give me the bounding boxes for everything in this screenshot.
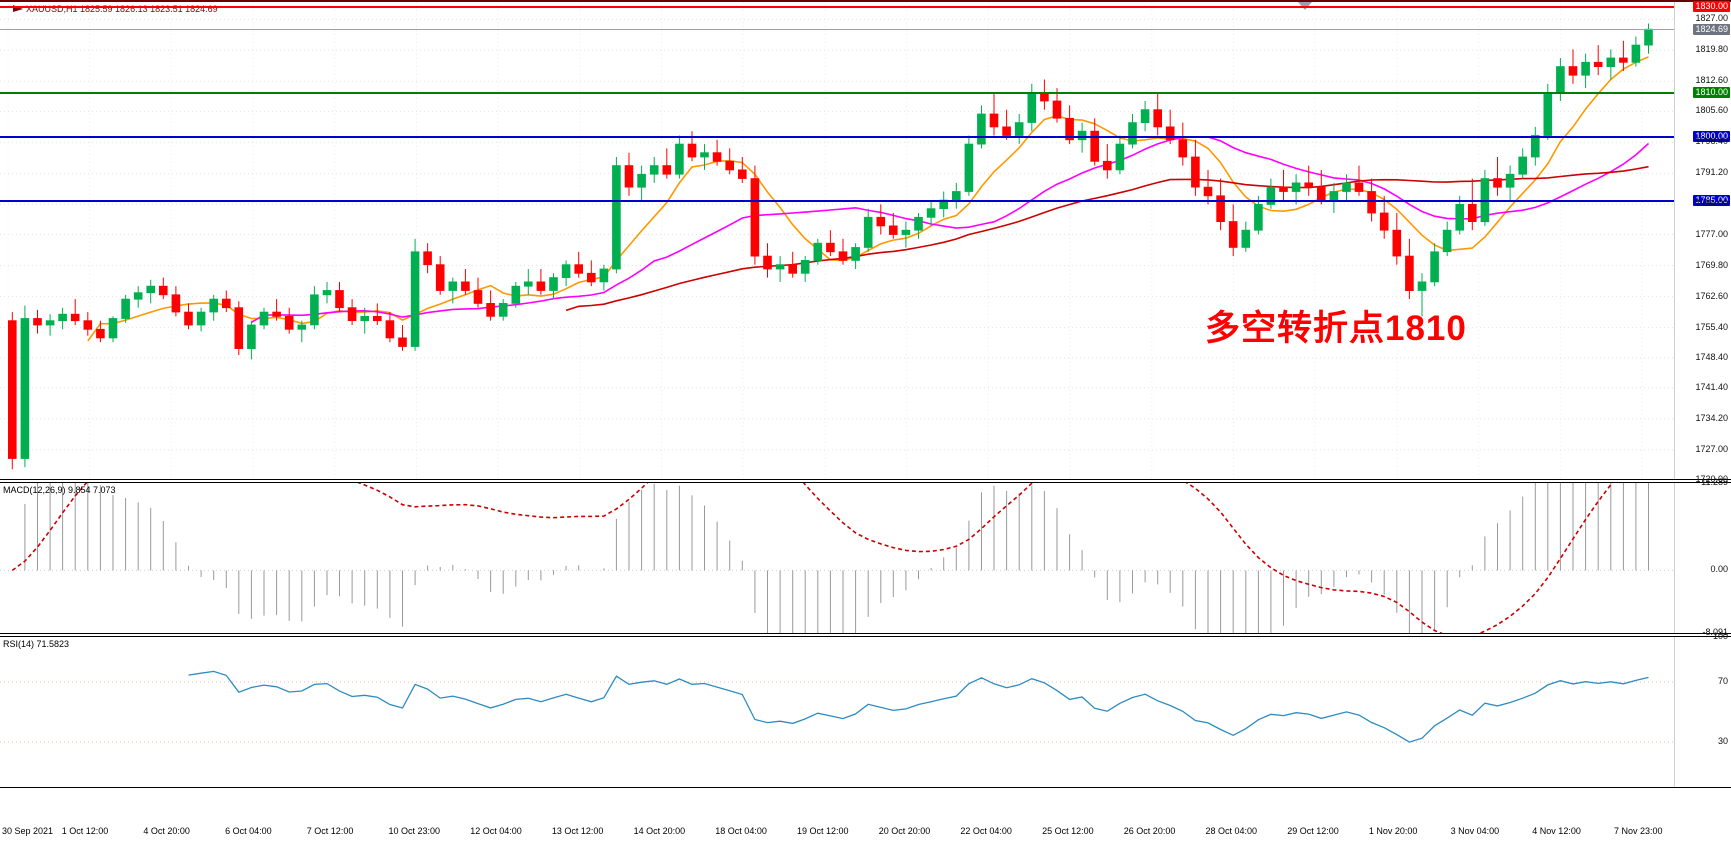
rsi-series-svg — [0, 670, 1674, 743]
rsi-axis[interactable]: 100 70 30 — [1674, 632, 1731, 787]
price-panel: XAUUSD,H1 1825.59 1826.13 1823.51 1824.6… — [0, 0, 1731, 484]
price-candles-svg — [0, 2, 1674, 479]
time-axis-label: 26 Oct 20:00 — [1123, 826, 1176, 836]
price-axis-tick: 1805.60 — [1695, 105, 1728, 116]
rsi-axis-tick: 70 — [1717, 676, 1728, 686]
macd-panel: MACD(12,26,9) 9.854 7.073 11.289 0.00 -8.0… — [0, 478, 1731, 637]
rsi-panel: RSI(14) 71.5823 100 70 30 — [0, 632, 1731, 788]
macd-axis-tick: -8.091 — [1702, 627, 1728, 637]
macd-axis-tick: 11.289 — [1701, 477, 1728, 487]
time-axis-label: 19 Oct 12:00 — [797, 826, 849, 836]
time-axis-label: 1 Oct 12:00 — [61, 826, 109, 836]
level-line[interactable] — [0, 6, 1674, 9]
time-axis-label: 10 Oct 23:00 — [388, 826, 441, 836]
level-line[interactable] — [0, 92, 1674, 95]
price-axis-tick: 1748.40 — [1695, 351, 1728, 362]
price-axis-tick: 1727.00 — [1695, 443, 1728, 454]
time-axis-label: 25 Oct 12:00 — [1042, 826, 1094, 836]
macd-axis[interactable]: 11.289 0.00 -8.091 — [1674, 478, 1731, 637]
price-axis-tick: 1734.20 — [1695, 412, 1728, 423]
chart-annotation: 多空转折点1810 — [1205, 309, 1467, 348]
time-axis-label: 1 Nov 20:00 — [1368, 826, 1418, 836]
level-line[interactable] — [0, 29, 1674, 31]
price-axis-tick: 1798.40 — [1695, 136, 1728, 147]
rsi-legend: RSI(14) 71.5823 — [3, 639, 70, 649]
price-level-label: 1810.00 — [1693, 87, 1730, 99]
marker-arrow-down-icon — [1298, 2, 1312, 10]
rsi-plot-area[interactable]: RSI(14) 71.5823 — [0, 637, 1674, 787]
price-axis-tick: 1777.00 — [1695, 228, 1728, 239]
time-axis-label: 7 Nov 23:00 — [1614, 826, 1663, 836]
price-plot-area[interactable]: XAUUSD,H1 1825.59 1826.13 1823.51 1824.6… — [0, 2, 1674, 479]
rsi-axis-tick: 100 — [1712, 631, 1728, 641]
price-axis-tick: 1762.60 — [1695, 290, 1728, 301]
price-level-label: 1800.00 — [1693, 130, 1730, 142]
time-axis-label: 22 Oct 04:00 — [960, 826, 1012, 836]
time-axis-label: 28 Oct 04:00 — [1205, 826, 1258, 836]
time-axis-label: 12 Oct 04:00 — [470, 826, 522, 836]
time-axis-label: 6 Oct 04:00 — [225, 826, 272, 836]
price-axis[interactable]: 1830.00 1827.00 1824.69 1819.80 1812.60 1810.… — [1674, 1, 1731, 484]
price-axis-tick: 1827.00 — [1695, 13, 1728, 24]
price-level-label: 1824.69 — [1693, 24, 1730, 36]
price-axis-tick: 1819.80 — [1695, 44, 1728, 55]
time-axis-label: 13 Oct 12:00 — [551, 826, 604, 836]
time-axis-label: 4 Nov 12:00 — [1532, 826, 1581, 836]
level-line[interactable] — [0, 200, 1674, 203]
macd-axis-tick: 0.00 — [1710, 564, 1728, 575]
level-line[interactable] — [0, 135, 1674, 138]
time-axis-label: 30 Sep 2021 — [2, 826, 54, 836]
symbol-legend: XAUUSD,H1 1825.59 1826.13 1823.51 1824.6… — [26, 4, 218, 14]
rsi-axis-tick: 30 — [1717, 736, 1728, 746]
time-axis-label: 20 Oct 20:00 — [878, 826, 931, 836]
macd-plot-area[interactable]: MACD(12,26,9) 9.854 7.073 — [0, 483, 1674, 633]
price-axis-tick: 1812.60 — [1695, 75, 1728, 86]
price-axis-tick: 1755.40 — [1695, 321, 1728, 332]
price-level-label: 1785.00 — [1693, 195, 1730, 207]
price-axis-tick: 1784.00 — [1695, 198, 1728, 209]
time-axis-label: 4 Oct 20:00 — [143, 826, 190, 836]
price-level-label: 1830.00 — [1693, 1, 1730, 13]
macd-legend: MACD(12,26,9) 9.854 7.073 — [3, 485, 116, 495]
time-axis-label: 14 Oct 20:00 — [633, 826, 686, 836]
time-axis-label: 3 Nov 04:00 — [1450, 826, 1500, 836]
price-axis-tick: 1741.40 — [1695, 381, 1728, 392]
time-axis[interactable]: 30 Sep 2021 1 Oct 12:00 4 Oct 20:00 6 Oct 0… — [0, 790, 1731, 844]
time-axis-label: 18 Oct 04:00 — [715, 826, 767, 836]
price-axis-tick: 1720.00 — [1695, 474, 1728, 484]
price-axis-tick: 1769.80 — [1695, 259, 1728, 270]
price-axis-tick: 1791.20 — [1695, 167, 1728, 178]
time-axis-label: 7 Oct 12:00 — [306, 826, 354, 836]
time-axis-label: 29 Oct 12:00 — [1287, 826, 1339, 836]
macd-series-svg — [0, 483, 1674, 633]
